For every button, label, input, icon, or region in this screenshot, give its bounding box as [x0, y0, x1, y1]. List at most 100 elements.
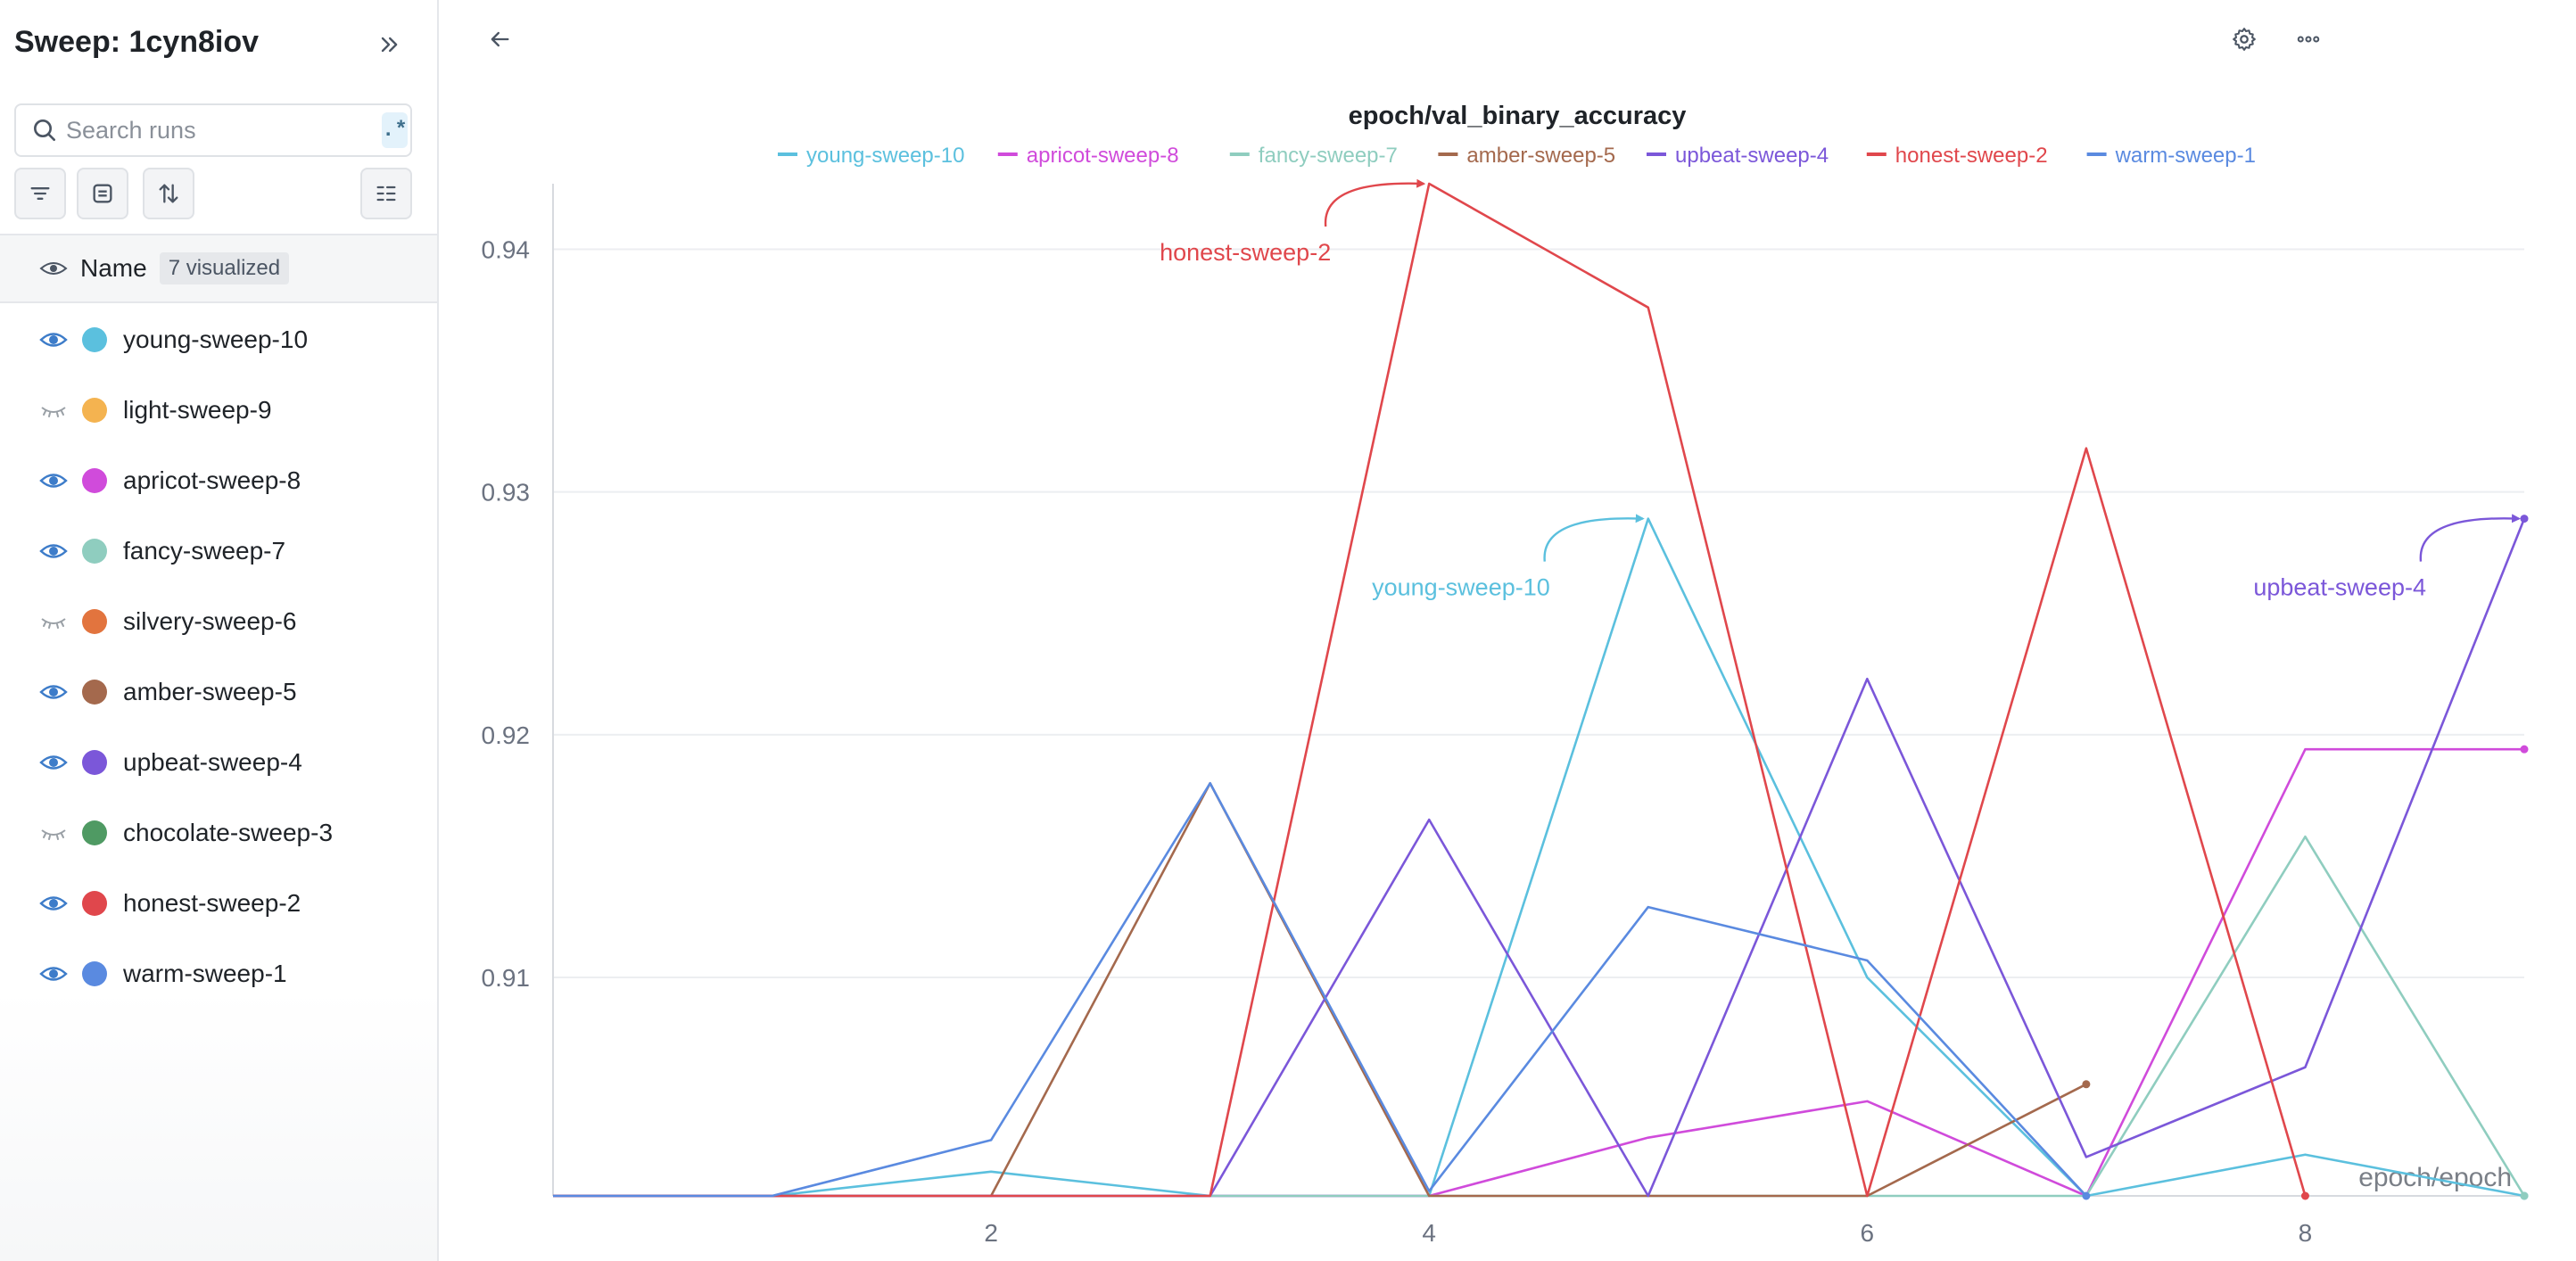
annotation-label: honest-sweep-2 — [1160, 239, 1331, 266]
legend-item[interactable]: young-sweep-10 — [778, 144, 964, 168]
eye-icon[interactable] — [39, 260, 71, 277]
series-endpoint — [2520, 515, 2529, 523]
series-line[interactable] — [553, 182, 2307, 1198]
x-tick-label: 2 — [984, 1219, 998, 1247]
run-row[interactable]: fancy-sweep-7 — [0, 515, 437, 586]
name-column-header[interactable]: Name — [80, 254, 147, 282]
run-color-dot[interactable] — [82, 679, 107, 705]
run-color-dot[interactable] — [82, 397, 107, 423]
visualized-count-badge: 7 visualized — [159, 252, 290, 284]
run-row[interactable]: honest-sweep-2 — [0, 868, 437, 938]
x-axis-label: epoch/epoch — [2358, 1163, 2512, 1192]
eye-icon[interactable] — [39, 893, 70, 914]
series-line[interactable] — [553, 517, 2525, 1198]
series-fancy-sweep-7[interactable] — [553, 835, 2529, 1200]
regex-toggle[interactable]: .* — [382, 112, 408, 148]
run-name[interactable]: silvery-sweep-6 — [123, 606, 297, 635]
series-line[interactable] — [553, 747, 2524, 1198]
annotation: honest-sweep-2 — [1160, 178, 1426, 266]
legend-label: warm-sweep-1 — [2115, 144, 2256, 168]
group-button[interactable] — [77, 168, 128, 219]
back-button[interactable] — [482, 21, 517, 57]
annotation-label: upbeat-sweep-4 — [2253, 574, 2426, 601]
run-color-dot[interactable] — [82, 538, 107, 564]
columns-button[interactable] — [360, 168, 412, 219]
run-color-dot[interactable] — [82, 467, 107, 493]
run-color-dot[interactable] — [82, 820, 107, 845]
run-color-dot[interactable] — [82, 749, 107, 775]
eye-closed-icon[interactable] — [39, 822, 70, 844]
annotation-arrow — [1543, 514, 1645, 562]
run-row[interactable]: warm-sweep-1 — [0, 938, 437, 1009]
run-row[interactable]: chocolate-sweep-3 — [0, 797, 437, 868]
settings-button[interactable] — [2226, 21, 2262, 57]
eye-icon[interactable] — [39, 329, 70, 350]
annotation-arrow — [1325, 178, 1426, 227]
eye-icon[interactable] — [39, 470, 70, 491]
run-row[interactable]: silvery-sweep-6 — [0, 586, 437, 656]
run-name[interactable]: apricot-sweep-8 — [123, 466, 301, 494]
sort-button[interactable] — [143, 168, 194, 219]
series-line[interactable] — [553, 781, 2087, 1198]
filter-icon — [30, 187, 50, 200]
annotation: upbeat-sweep-4 — [2253, 514, 2521, 601]
legend-item[interactable]: apricot-sweep-8 — [997, 144, 1179, 168]
y-tick-label: 0.93 — [482, 479, 531, 507]
legend-item[interactable]: honest-sweep-2 — [1866, 144, 2048, 168]
legend-label: fancy-sweep-7 — [1259, 144, 1398, 168]
run-name[interactable]: warm-sweep-1 — [123, 959, 287, 987]
run-name[interactable]: light-sweep-9 — [123, 395, 272, 424]
annotation-label: young-sweep-10 — [1372, 574, 1550, 601]
run-color-dot[interactable] — [82, 608, 107, 634]
filter-button[interactable] — [14, 168, 66, 219]
run-color-dot[interactable] — [82, 890, 107, 916]
run-row[interactable]: young-sweep-10 — [0, 304, 437, 375]
run-name[interactable]: amber-sweep-5 — [123, 677, 297, 705]
columns-icon — [376, 185, 396, 202]
collapse-sidebar-button[interactable] — [369, 25, 409, 64]
legend-item[interactable]: fancy-sweep-7 — [1229, 144, 1398, 168]
y-tick-label: 0.91 — [482, 964, 531, 992]
back-arrow-icon — [491, 31, 509, 47]
run-color-dot[interactable] — [82, 326, 107, 352]
eye-icon[interactable] — [39, 681, 70, 703]
series-upbeat-sweep-4[interactable] — [553, 515, 2529, 1198]
run-name[interactable]: honest-sweep-2 — [123, 888, 301, 917]
sweep-title: Sweep: 1cyn8iov — [14, 25, 260, 59]
more-horizontal-icon — [2297, 36, 2320, 43]
legend-item[interactable]: upbeat-sweep-4 — [1647, 144, 1829, 168]
sort-icon — [159, 184, 178, 203]
legend-item[interactable]: warm-sweep-1 — [2086, 144, 2256, 168]
run-row[interactable]: apricot-sweep-8 — [0, 445, 437, 515]
annotation: young-sweep-10 — [1372, 514, 1645, 601]
series-honest-sweep-2[interactable] — [553, 182, 2309, 1200]
x-tick-label: 4 — [1422, 1219, 1436, 1247]
series-endpoint — [2520, 745, 2529, 754]
search-input[interactable] — [66, 108, 382, 152]
chart-title: epoch/val_binary_accuracy — [1349, 102, 1687, 130]
series-apricot-sweep-8[interactable] — [553, 745, 2529, 1198]
run-row[interactable]: upbeat-sweep-4 — [0, 727, 437, 797]
run-name[interactable]: young-sweep-10 — [123, 325, 309, 353]
series-warm-sweep-1[interactable] — [553, 781, 2091, 1200]
more-options-button[interactable] — [2291, 21, 2326, 57]
legend-item[interactable]: amber-sweep-5 — [1438, 144, 1615, 168]
series-endpoint — [2082, 1191, 2091, 1200]
run-name[interactable]: chocolate-sweep-3 — [123, 818, 334, 846]
eye-closed-icon[interactable] — [39, 611, 70, 632]
run-row[interactable]: light-sweep-9 — [0, 375, 437, 445]
series-line[interactable] — [553, 835, 2526, 1198]
main-panel: epoch/val_binary_accuracy young-sweep-10 a… — [441, 0, 2576, 1261]
run-color-dot[interactable] — [82, 960, 107, 986]
run-name[interactable]: fancy-sweep-7 — [123, 536, 286, 565]
eye-icon[interactable] — [39, 963, 70, 985]
group-icon — [93, 184, 112, 203]
eye-icon[interactable] — [39, 540, 70, 562]
eye-closed-icon[interactable] — [39, 400, 70, 421]
run-row[interactable]: amber-sweep-5 — [0, 656, 437, 727]
series-endpoint — [2520, 1191, 2529, 1200]
sidebar: Sweep: 1cyn8iov .* — [0, 0, 439, 1261]
eye-icon[interactable] — [39, 752, 70, 773]
run-name[interactable]: upbeat-sweep-4 — [123, 747, 302, 776]
